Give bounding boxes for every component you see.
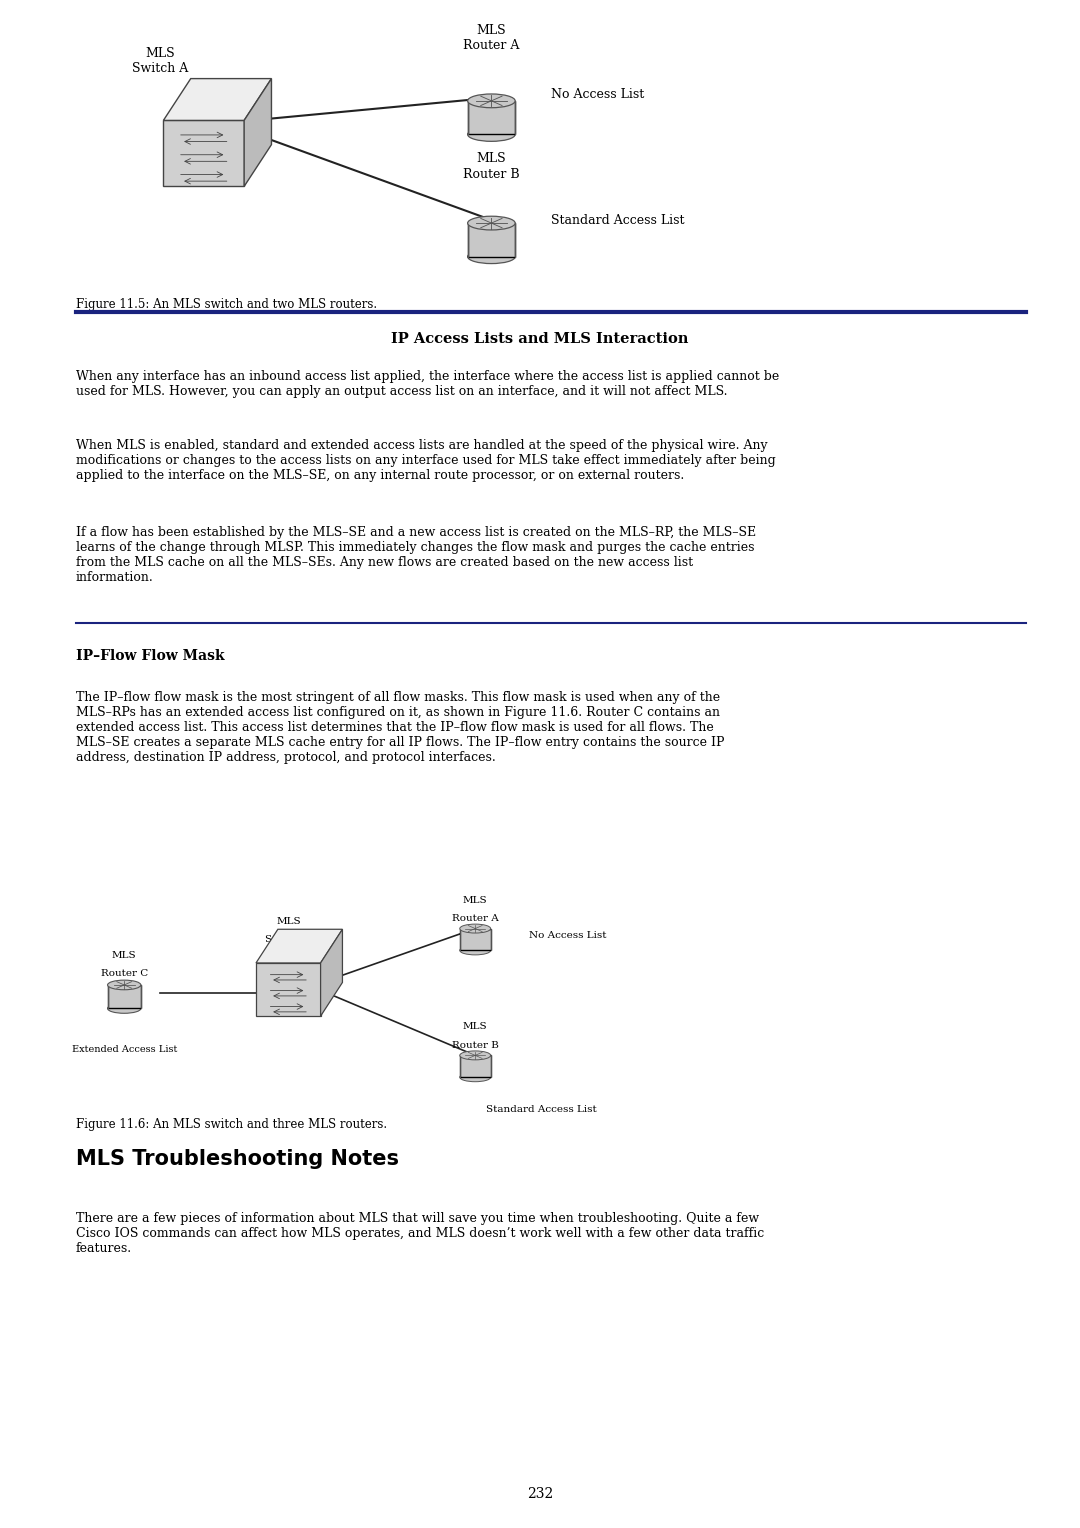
Text: MLS: MLS [476,24,507,37]
Text: MLS: MLS [112,950,136,960]
FancyBboxPatch shape [468,223,515,257]
Text: When any interface has an inbound access list applied, the interface where the a: When any interface has an inbound access… [76,370,779,397]
Text: The IP–flow flow mask is the most stringent of all flow masks. This flow mask is: The IP–flow flow mask is the most string… [76,691,724,764]
Text: MLS Troubleshooting Notes: MLS Troubleshooting Notes [76,1149,399,1169]
Text: Figure 11.6: An MLS switch and three MLS routers.: Figure 11.6: An MLS switch and three MLS… [76,1118,387,1132]
Polygon shape [163,78,271,121]
Text: No Access List: No Access List [529,931,607,940]
Polygon shape [321,929,342,1016]
Text: Router A: Router A [451,914,499,923]
FancyBboxPatch shape [460,929,490,950]
Ellipse shape [460,1073,490,1082]
Text: IP Access Lists and MLS Interaction: IP Access Lists and MLS Interaction [391,332,689,345]
Ellipse shape [108,1004,140,1013]
Text: Switch A: Switch A [132,63,188,75]
Ellipse shape [468,95,515,107]
Text: Figure 11.5: An MLS switch and two MLS routers.: Figure 11.5: An MLS switch and two MLS r… [76,298,377,312]
Text: Router B: Router B [451,1041,499,1050]
Text: When MLS is enabled, standard and extended access lists are handled at the speed: When MLS is enabled, standard and extend… [76,439,775,481]
FancyBboxPatch shape [468,101,515,134]
Text: Standard Access List: Standard Access List [486,1105,597,1114]
Text: Router A: Router A [463,40,519,52]
Ellipse shape [460,946,490,955]
Text: Standard Access List: Standard Access List [551,214,685,226]
Ellipse shape [108,979,140,990]
Text: No Access List: No Access List [551,89,644,101]
Ellipse shape [468,127,515,142]
Text: IP–Flow Flow Mask: IP–Flow Flow Mask [76,649,225,663]
Text: 232: 232 [527,1487,553,1502]
Ellipse shape [468,251,515,264]
Text: MLS: MLS [145,47,175,60]
Text: There are a few pieces of information about MLS that will save you time when tro: There are a few pieces of information ab… [76,1212,764,1254]
Ellipse shape [468,217,515,231]
FancyBboxPatch shape [108,986,140,1008]
Text: Extended Access List: Extended Access List [71,1045,177,1054]
Text: Switch A: Switch A [265,935,312,944]
Text: Router C: Router C [100,969,148,978]
FancyBboxPatch shape [460,1056,490,1077]
Text: MLS: MLS [463,895,487,905]
Polygon shape [256,963,321,1016]
Polygon shape [244,78,271,186]
Text: Router B: Router B [463,168,519,180]
Ellipse shape [460,924,490,934]
Ellipse shape [460,1051,490,1060]
Text: MLS: MLS [463,1022,487,1031]
Text: MLS: MLS [476,153,507,165]
Text: MLS: MLS [276,917,300,926]
Polygon shape [256,929,342,963]
Polygon shape [163,121,244,186]
Text: If a flow has been established by the MLS–SE and a new access list is created on: If a flow has been established by the ML… [76,526,756,584]
